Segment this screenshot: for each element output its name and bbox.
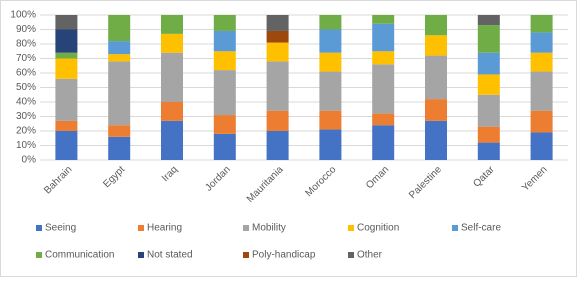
- bar-segment: [266, 131, 289, 160]
- bar-segment: [372, 51, 395, 65]
- y-tick-label: 30%: [16, 111, 36, 122]
- y-tick-label: 100%: [10, 10, 36, 21]
- bar-segment: [55, 131, 78, 160]
- y-tick-label: 90%: [16, 24, 36, 35]
- y-tick-label: 10%: [16, 140, 36, 151]
- bar-segment: [477, 25, 500, 53]
- bar-segment: [372, 113, 395, 126]
- bar-segment: [477, 15, 500, 26]
- bar-segment: [266, 42, 289, 62]
- bar-segment: [425, 99, 447, 121]
- legend-label: Seeing: [45, 223, 76, 234]
- legend-label: Other: [357, 250, 383, 261]
- bar-segment: [55, 29, 78, 53]
- legend-swatch: [243, 225, 249, 231]
- legend-label: Hearing: [147, 223, 182, 234]
- bar-segment: [477, 52, 500, 75]
- bar-segment: [161, 52, 183, 102]
- bar-segment: [213, 70, 236, 116]
- bar-segment: [55, 120, 78, 131]
- bar-segment: [530, 15, 553, 33]
- bar-segment: [319, 129, 342, 160]
- legend-label: Communication: [45, 250, 114, 261]
- legend-swatch: [36, 225, 42, 231]
- bar-segment: [161, 120, 183, 160]
- legend-swatch: [36, 252, 42, 258]
- y-tick-label: 70%: [16, 53, 36, 64]
- bar-segment: [266, 15, 289, 31]
- bar-segment: [108, 15, 131, 42]
- legend-label: Poly-handicap: [252, 250, 316, 261]
- bar-segment: [477, 142, 500, 160]
- bar-segment: [372, 23, 395, 52]
- bar-segment: [161, 33, 183, 53]
- bar-segment: [530, 110, 553, 133]
- bar-segment: [55, 52, 78, 59]
- legend-label: Self-care: [461, 223, 501, 234]
- y-tick-label: 0%: [22, 155, 37, 166]
- bar-segment: [530, 132, 553, 160]
- bar-segment: [213, 51, 236, 71]
- y-tick-label: 20%: [16, 126, 36, 137]
- bar-segment: [108, 61, 131, 126]
- bar-segment: [372, 125, 395, 160]
- bar-segment: [425, 55, 447, 100]
- bar-segment: [319, 15, 342, 30]
- bar-segment: [55, 58, 78, 79]
- bar-segment: [213, 15, 236, 31]
- bar-segment: [425, 35, 447, 56]
- legend-swatch: [243, 252, 249, 258]
- legend-label: Not stated: [147, 250, 193, 261]
- legend-swatch: [138, 252, 144, 258]
- bar-segment: [425, 120, 447, 160]
- bar-segment: [530, 71, 553, 111]
- legend-label: Cognition: [357, 223, 399, 234]
- bar-segment: [319, 52, 342, 72]
- bar-segment: [372, 64, 395, 114]
- bar-segment: [266, 30, 289, 43]
- y-tick-label: 50%: [16, 82, 36, 93]
- bar-segment: [530, 52, 553, 72]
- bar-segment: [319, 29, 342, 53]
- bar-segment: [213, 133, 236, 160]
- bar-segment: [108, 136, 131, 160]
- legend-swatch: [348, 225, 354, 231]
- bar-segment: [425, 15, 447, 36]
- legend-swatch: [348, 252, 354, 258]
- legend-swatch: [138, 225, 144, 231]
- bar-segment: [108, 41, 131, 55]
- bar-segment: [372, 15, 395, 24]
- y-tick-label: 60%: [16, 68, 36, 79]
- bar-segment: [319, 71, 342, 111]
- y-tick-label: 80%: [16, 39, 36, 50]
- bar-segment: [319, 110, 342, 130]
- bar-segment: [108, 125, 131, 137]
- bar-segment: [108, 54, 131, 62]
- bar-segment: [477, 126, 500, 143]
- bar-segment: [530, 32, 553, 53]
- bar-segment: [477, 74, 500, 95]
- legend-label: Mobility: [252, 223, 286, 234]
- bar-segment: [161, 102, 183, 121]
- bar-segment: [266, 61, 289, 111]
- legend-swatch: [452, 225, 458, 231]
- bar-segment: [55, 78, 78, 121]
- bar-segment: [161, 15, 183, 34]
- bar-segment: [213, 115, 236, 134]
- y-tick-label: 40%: [16, 97, 36, 108]
- bar-segment: [266, 110, 289, 131]
- bar-segment: [477, 94, 500, 127]
- bar-segment: [55, 15, 78, 30]
- bar-segment: [213, 30, 236, 52]
